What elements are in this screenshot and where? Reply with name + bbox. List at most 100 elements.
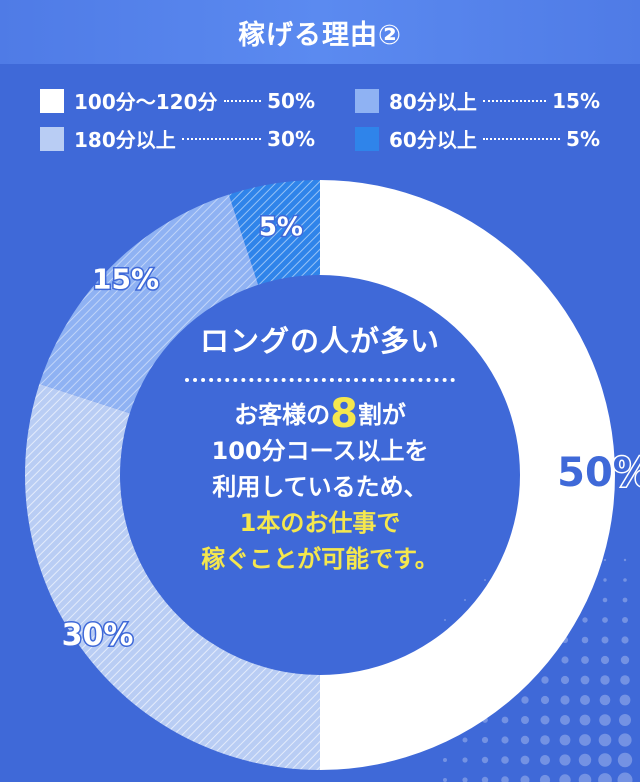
halftone-dot — [462, 737, 468, 743]
halftone-dot — [579, 714, 591, 726]
slice-180 — [24, 383, 321, 770]
halftone-dot — [600, 675, 610, 685]
halftone-dot — [540, 755, 550, 765]
halftone-dot — [620, 675, 630, 685]
halftone-dot — [464, 599, 466, 601]
legend-swatch-100-120 — [40, 88, 64, 113]
line1-pre: お客様の — [234, 401, 331, 429]
halftone-dot — [581, 656, 589, 664]
halftone-dot — [598, 773, 612, 782]
slice-100-120-label: 50% — [557, 450, 640, 496]
halftone-dot — [501, 756, 509, 764]
halftone-dot — [601, 636, 609, 644]
halftone-dot — [540, 695, 550, 705]
legend-item-180: 180分以上 30% — [40, 124, 315, 153]
halftone-dot — [578, 753, 592, 767]
halftone-dot — [599, 714, 611, 726]
legend-item-60: 60分以上 5% — [355, 124, 600, 153]
legend-value: 15% — [552, 88, 600, 113]
line1-post: 割が — [357, 401, 406, 429]
page-title: 稼げる理由② — [238, 19, 402, 51]
legend-swatch-80 — [355, 88, 379, 113]
halftone-dot — [443, 758, 447, 762]
halftone-dot — [618, 733, 632, 747]
center-line-5: 稼ぐことが可能です。 — [201, 545, 439, 573]
halftone-dot — [620, 655, 630, 665]
halftone-dot — [560, 695, 570, 705]
halftone-dot — [501, 716, 509, 724]
halftone-dot — [598, 753, 612, 767]
halftone-dot — [521, 716, 529, 724]
halftone-dot — [540, 735, 550, 745]
legend-label: 80分以上 — [389, 90, 477, 114]
header-bar: 稼げる理由② — [0, 0, 640, 64]
halftone-dot — [443, 778, 447, 782]
halftone-dot — [602, 617, 608, 623]
legend-leader-dots — [482, 99, 547, 102]
legend-value: 5% — [566, 126, 600, 151]
halftone-dot — [623, 578, 627, 582]
halftone-dot — [619, 714, 631, 726]
highlight-number: 8 — [330, 391, 358, 437]
legend-value: 50% — [267, 88, 315, 113]
halftone-dot — [622, 597, 628, 603]
legend-swatch-60 — [355, 126, 379, 151]
center-message: ロングの人が多い お客様の8割が 100分コース以上を 利用しているため、 1本… — [170, 318, 470, 577]
halftone-dot — [579, 734, 591, 746]
halftone-dot — [462, 757, 468, 763]
legend-swatch-180 — [40, 126, 64, 151]
halftone-dot — [581, 636, 589, 644]
halftone-dot — [561, 656, 569, 664]
halftone-dot — [462, 777, 468, 782]
halftone-dot — [481, 756, 489, 764]
halftone-dot — [598, 733, 612, 747]
halftone-dot — [501, 776, 509, 782]
halftone-dot — [520, 775, 530, 782]
halftone-dot — [520, 755, 530, 765]
dotted-separator — [185, 378, 455, 382]
legend-leader-dots — [223, 99, 262, 102]
center-line-4: 1本のお仕事で — [239, 509, 401, 537]
halftone-dot — [444, 619, 446, 621]
halftone-dot — [559, 754, 571, 766]
legend-value: 30% — [267, 126, 315, 151]
slice-60 — [228, 180, 320, 285]
legend-label: 60分以上 — [389, 128, 477, 152]
halftone-dot — [559, 774, 571, 782]
legend-label: 100分〜120分 — [74, 90, 218, 114]
halftone-dot — [521, 696, 529, 704]
halftone-dot — [559, 734, 571, 746]
halftone-dot — [580, 675, 590, 685]
slice-100-120 — [320, 180, 615, 770]
halftone-dot — [560, 715, 570, 725]
halftone-dot — [599, 694, 611, 706]
halftone-dot — [600, 655, 610, 665]
halftone-dot — [582, 617, 588, 623]
legend-item-80: 80分以上 15% — [355, 86, 600, 115]
halftone-dot — [481, 776, 489, 782]
chart-legend: 100分〜120分 50% 80分以上 15% 180分以上 30% 60分以上… — [40, 86, 610, 156]
center-headline: ロングの人が多い — [199, 324, 440, 358]
legend-item-100-120: 100分〜120分 50% — [40, 86, 315, 115]
halftone-dot — [622, 617, 628, 623]
center-line-3: 利用しているため、 — [212, 473, 428, 501]
legend-label: 180分以上 — [74, 128, 176, 152]
halftone-dot — [560, 675, 570, 685]
halftone-dot — [484, 579, 486, 581]
slice-80-label: 15% — [92, 263, 159, 296]
halftone-dot — [520, 735, 530, 745]
center-line-2: 100分コース以上を — [211, 437, 429, 465]
halftone-dot — [617, 772, 633, 782]
legend-leader-dots — [482, 137, 561, 140]
halftone-dot — [603, 558, 607, 562]
halftone-dot — [578, 773, 592, 782]
halftone-dot — [623, 558, 627, 562]
slice-80 — [39, 194, 259, 414]
halftone-dot — [617, 752, 633, 768]
halftone-dot — [501, 736, 509, 744]
halftone-dot — [619, 694, 631, 706]
halftone-dot — [602, 597, 608, 603]
slice-60-label: 5% — [259, 213, 303, 243]
slice-180-label: 30% — [62, 618, 134, 653]
